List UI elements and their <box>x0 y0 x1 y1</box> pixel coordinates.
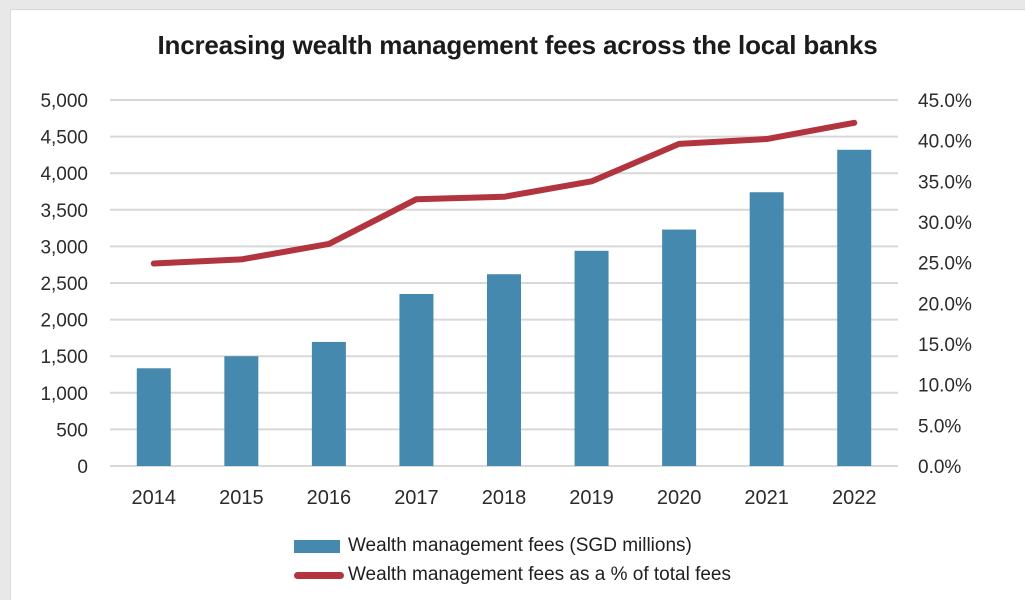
x-axis-label: 2017 <box>394 487 439 509</box>
legend-items: Wealth management fees (SGD millions) We… <box>293 533 732 588</box>
bar-2020 <box>662 229 697 466</box>
bar-2016 <box>311 341 346 466</box>
left-axis-tick-label: 4,000 <box>40 164 88 185</box>
x-axis-label: 2016 <box>307 487 352 509</box>
bar-2015 <box>224 356 259 466</box>
x-axis-label: 2020 <box>657 487 702 509</box>
x-axis-label: 2019 <box>569 487 614 509</box>
left-axis-tick-label: 1,500 <box>40 347 88 368</box>
bar-2014 <box>136 368 171 466</box>
left-axis-tick-label: 0 <box>77 457 88 478</box>
right-axis-tick-label: 45.0% <box>918 91 972 112</box>
legend-label-bar-series: Wealth management fees (SGD millions) <box>347 535 692 556</box>
right-axis-tick-label: 30.0% <box>918 213 972 234</box>
right-axis-tick-label: 40.0% <box>918 132 972 153</box>
right-axis-tick-label: 0.0% <box>918 457 961 478</box>
bar-2017 <box>399 293 434 466</box>
legend-item-line-series: Wealth management fees as a % of total f… <box>293 562 732 588</box>
right-axis-tick-label: 5.0% <box>918 416 961 437</box>
legend-item-bar-series: Wealth management fees (SGD millions) <box>293 533 692 559</box>
chart-title: Increasing wealth management fees across… <box>157 30 878 60</box>
x-axis-label: 2022 <box>832 487 877 509</box>
right-axis-tick-label: 25.0% <box>918 254 972 275</box>
left-axis-tick-label: 5,000 <box>40 91 88 112</box>
left-axis-tick-label: 2,000 <box>40 311 88 332</box>
right-axis-tick-label: 10.0% <box>918 376 972 397</box>
bar-2021 <box>749 192 784 466</box>
left-axis-tick-label: 3,000 <box>40 237 88 258</box>
bar-2022 <box>837 149 872 466</box>
bar-2019 <box>574 250 609 466</box>
bar-2018 <box>487 274 521 466</box>
left-axis-tick-label: 2,500 <box>40 274 88 295</box>
legend-label-line-series: Wealth management fees as a % of total f… <box>347 564 732 585</box>
right-axis-tick-label: 15.0% <box>918 335 972 356</box>
right-axis-tick-label: 35.0% <box>918 172 972 193</box>
x-axis-label: 2014 <box>132 487 177 509</box>
x-axis-label: 2021 <box>744 487 789 509</box>
chart-legend: Wealth management fees (SGD millions) We… <box>0 533 1025 588</box>
percentage-line <box>150 119 858 267</box>
left-axis-tick-label: 4,500 <box>40 128 88 149</box>
right-axis-tick-label: 20.0% <box>918 294 972 315</box>
left-axis-tick-label: 3,500 <box>40 201 88 222</box>
bar-series-swatch <box>293 539 340 553</box>
left-axis-tick-label: 1,000 <box>40 384 88 405</box>
x-axis-label: 2015 <box>219 487 264 509</box>
x-axis-label: 2018 <box>482 487 527 509</box>
line-series-swatch <box>293 571 344 579</box>
left-axis-tick-label: 500 <box>56 420 88 441</box>
